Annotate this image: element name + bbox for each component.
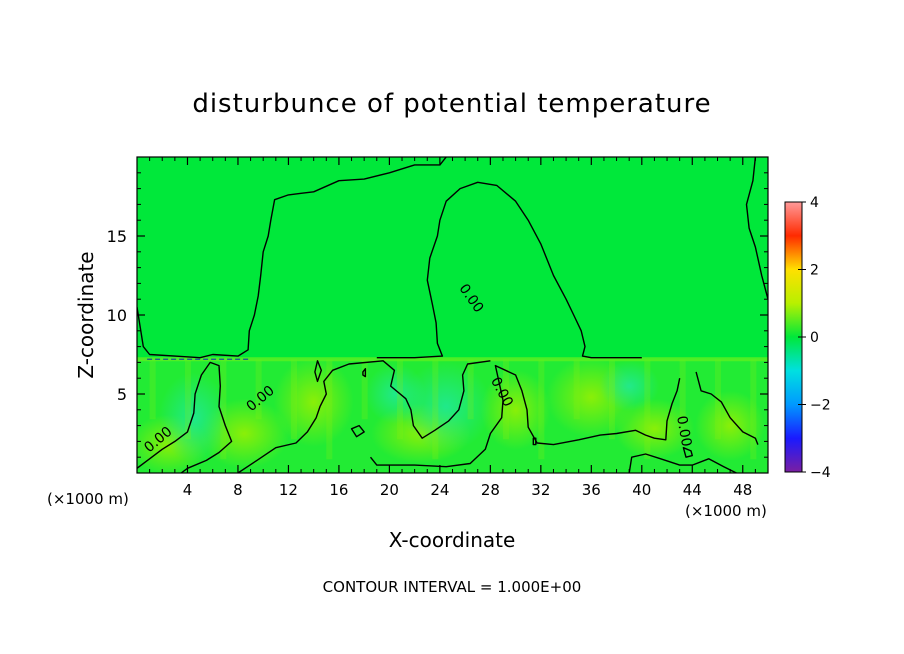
shading-patch [365,364,426,424]
contour-left-plume [137,157,447,359]
x-tick-label: 8 [233,481,243,499]
x-tick-label: 12 [279,481,298,499]
contour-ring-right-bottom [628,453,737,473]
colorbar-tick-label: −4 [810,465,831,481]
x-tick-label: 24 [430,481,449,499]
shading-streak [538,359,545,460]
contour-ring-mid-low [237,360,491,473]
x-tick-label: 40 [632,481,651,499]
x-tick-label: 44 [683,481,702,499]
colorbar-tick-label: 2 [810,263,819,279]
x-tick-label: 16 [329,481,348,499]
shading-streak [644,359,651,460]
contour-ring-right-low [695,371,759,445]
x-tick-label: 28 [481,481,500,499]
shading-patch [695,390,766,461]
shading-patch [480,369,551,450]
shading-streak [467,359,474,420]
shading-patch [273,356,354,447]
x-unit-right: (×1000 m) [685,502,767,520]
shading-streak [432,359,439,460]
shading-streak [396,359,403,440]
shading-streak [750,359,757,460]
colorbar-tick-label: 4 [810,195,819,211]
shading-streak [149,359,156,420]
shading-streak [573,359,580,420]
contour-ring-bottom [369,364,681,468]
shading-streak [326,359,333,460]
y-tick-label: 10 [107,306,127,325]
y-tick-label: 5 [117,385,127,404]
x-tick-label: 32 [531,481,550,499]
inversion-band [137,357,768,362]
x-axis-label: X-coordinate [389,528,516,552]
contour-ring-small-e [532,437,537,446]
x-tick-label: 36 [582,481,601,499]
shading-patch [614,398,695,459]
contour-interval-note: CONTOUR INTERVAL = 1.000E+00 [323,578,582,596]
contour-right-edge [745,157,768,300]
x-tick-label: 20 [380,481,399,499]
shading-patch [599,361,660,412]
colorbar-tick-label: −2 [810,398,831,414]
plot-area: 0.000.000.000.000.00 4 8 12 16 20 24 28 32 36 40 4… [107,156,769,499]
x-unit-left: (×1000 m) [47,490,129,508]
shading-streak [608,359,615,440]
contour-ring-small-a [350,424,365,438]
shading-streak [184,359,191,440]
colorbar-tick-label: 0 [810,330,819,346]
chart-title: disturbunce of potential temperature [192,89,711,119]
shading-streak [255,359,262,420]
contour-ring-small-d [362,368,367,378]
contour-ring-left-low [137,361,233,473]
shading-streak [679,359,686,420]
shading-patch [158,372,229,463]
shading-streak [502,359,509,440]
x-tick-label: 48 [733,481,752,499]
x-tick-label: 4 [183,481,193,499]
colorbar: 4 2 0 −2 −4 [784,195,831,481]
contour-ring-small-c [682,447,693,458]
contour-label: 0.00 [673,414,694,447]
y-axis-label: Z-coordinate [74,251,98,378]
y-tick-label: 15 [107,227,127,246]
shading-streak [361,359,368,420]
x-axis-ticks: 4 8 12 16 20 24 28 32 36 40 44 48 [149,157,756,499]
colorbar-ticks: 4 2 0 −2 −4 [798,195,831,481]
y-axis-ticks: 5 10 15 [107,172,768,458]
field-shading [137,356,768,473]
contour-central-bubble [376,181,642,359]
shading-streak [290,359,297,440]
shading-streak [220,359,227,460]
contour-lines [137,157,768,473]
contour-ring-small-b [314,360,322,383]
